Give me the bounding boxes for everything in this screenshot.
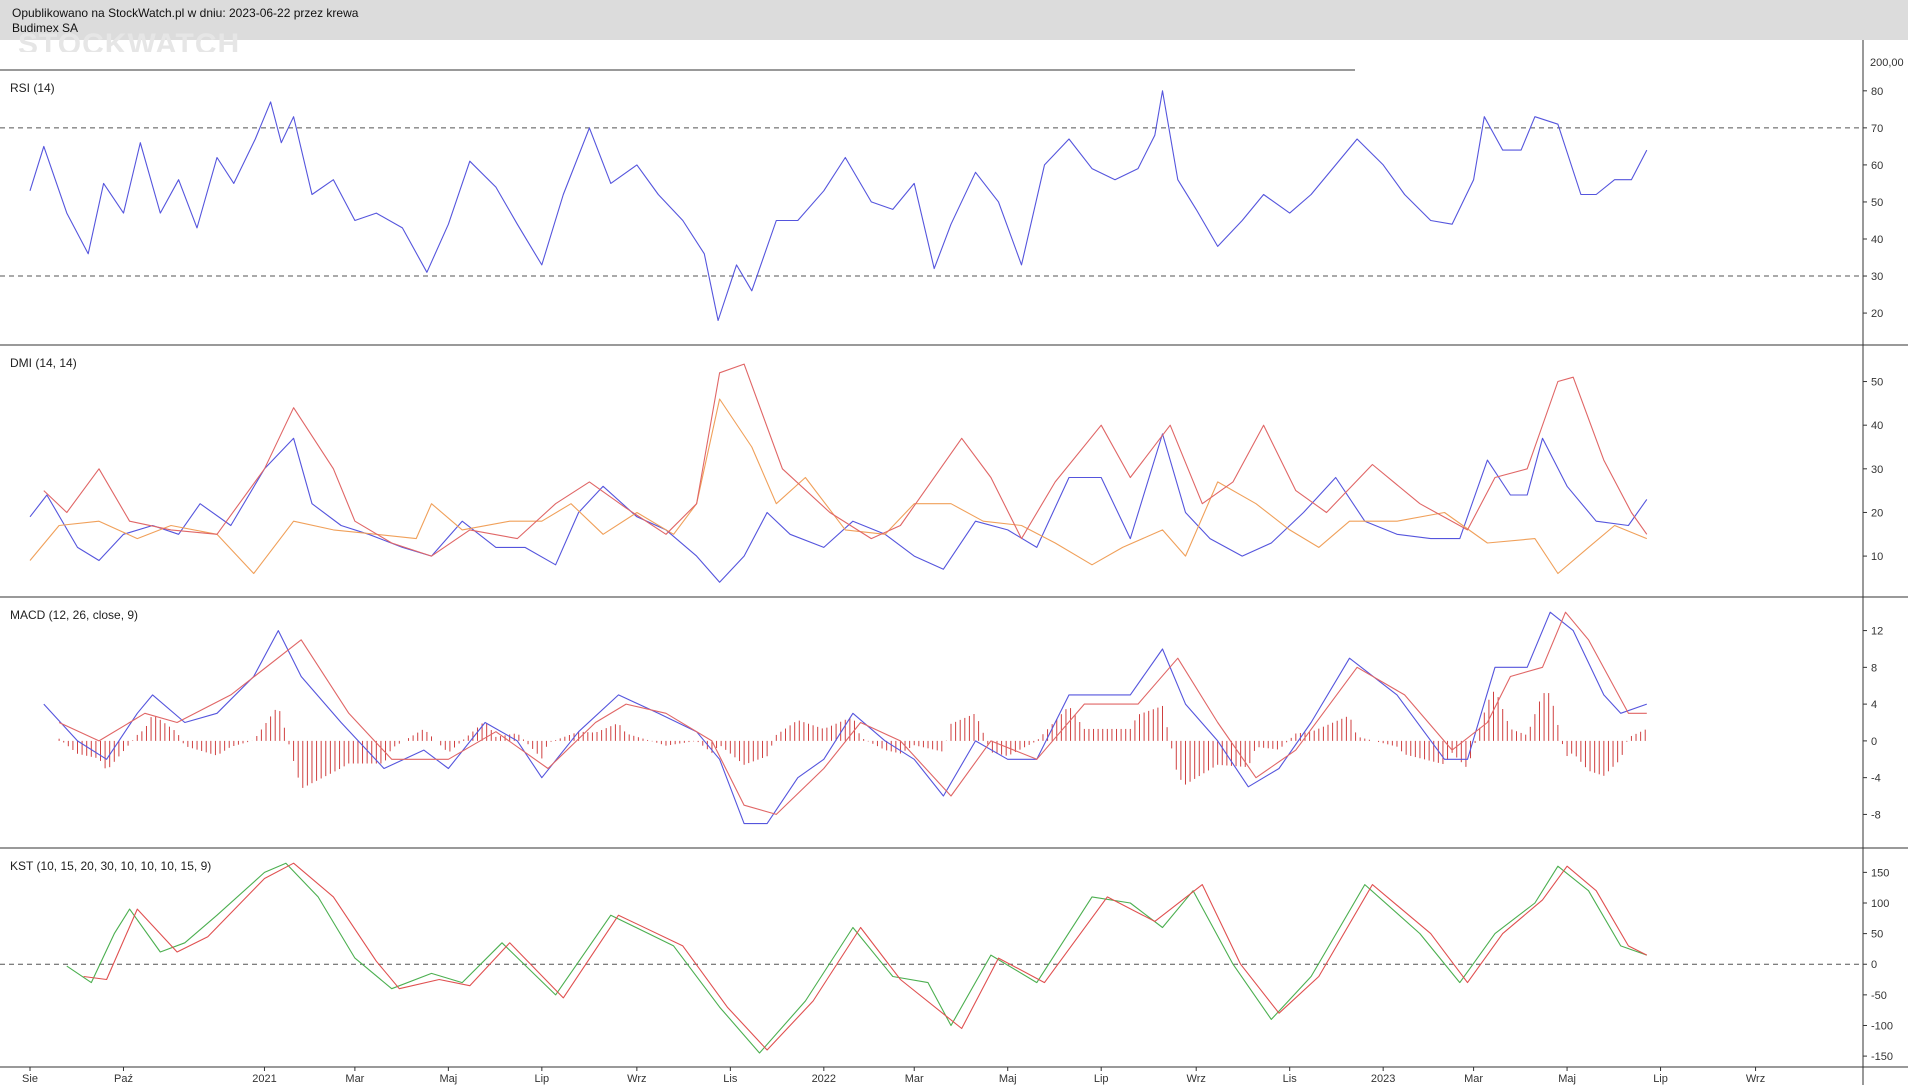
y-tick-label: 40 [1871,420,1883,432]
y-tick-label: 60 [1871,160,1883,172]
series-line-signal [58,611,1647,815]
x-tick-label: 2023 [1371,1073,1395,1085]
indicator-panel-1: RSI (14) 20 30 40 50 60 70 80 [0,70,1908,346]
y-tick-label: -100 [1871,1020,1893,1032]
indicator-panel-3: MACD (12, 26, close, 9) -8 -4 0 4 8 12 [0,597,1908,849]
y-tick-label: 8 [1871,662,1877,674]
y-tick-label: 4 [1871,699,1877,711]
chart-header: STOCKWATCH Opublikowano na StockWatch.pl… [0,0,1908,52]
y-tick-label: 30 [1871,271,1883,283]
stockwatch-logo: STOCKWATCH [18,30,241,52]
y-tick-label: 80 [1871,86,1883,98]
y-tick-label: 50 [1871,929,1883,941]
indicator-panel-4: KST (10, 15, 20, 30, 10, 10, 10, 15, 9) -… [0,848,1908,1068]
x-tick-label: Wrz [1187,1073,1206,1085]
x-tick-label: Paź [114,1073,133,1085]
x-tick-label: Lip [1653,1073,1668,1085]
series-line-kst_signal [83,862,1648,1051]
series-line-dmi_minus [29,398,1648,575]
instrument-name: Budimex SA [12,21,79,35]
x-tick-label: Lis [1283,1073,1298,1085]
y-tick-label: 70 [1871,123,1883,135]
x-tick-label: Lis [723,1073,738,1085]
series-line-rsi [29,90,1648,322]
price-pane-stub: 200,00 [0,40,1904,71]
x-tick-label: Wrz [627,1073,646,1085]
x-tick-label: Sie [22,1073,38,1085]
y-tick-label: 20 [1871,308,1883,320]
y-tick-label: -150 [1871,1051,1893,1063]
y-tick-label: 50 [1871,197,1883,209]
y-tick-label: 10 [1871,551,1883,563]
panel-title: RSI (14) [10,81,55,95]
panel-title: DMI (14, 14) [10,356,77,370]
x-tick-label: Lip [1094,1073,1109,1085]
y-tick-label: -8 [1871,809,1881,821]
y-tick-label: 150 [1871,867,1889,879]
y-tick-label: 12 [1871,626,1883,638]
panel-title: KST (10, 15, 20, 30, 10, 10, 10, 15, 9) [10,859,211,873]
y-tick-label: 50 [1871,377,1883,389]
x-tick-label: Mar [905,1073,924,1085]
y-tick-label: 0 [1871,736,1877,748]
price-axis-label: 200,00 [1870,57,1904,69]
x-tick-label: Mar [1464,1073,1483,1085]
published-line: Opublikowano na StockWatch.pl w dniu: 20… [12,6,359,20]
x-tick-label: Mar [345,1073,364,1085]
x-tick-label: 2021 [252,1073,276,1085]
y-tick-label: 100 [1871,898,1889,910]
x-axis: Sie Paź 2021 Mar Maj Lip Wrz Lis 2022 Mar Maj Lip Wr… [22,1067,1864,1085]
y-tick-label: 30 [1871,464,1883,476]
series-line-adx [43,363,1648,557]
series-line-dmi_plus [29,433,1648,583]
panel-title: MACD (12, 26, close, 9) [10,608,138,622]
series-line-kst [66,862,1647,1054]
indicator-panel-2: DMI (14, 14) 10 20 30 40 50 [0,345,1908,598]
y-tick-label: 20 [1871,507,1883,519]
x-tick-label: Maj [999,1073,1017,1085]
x-tick-label: Maj [1558,1073,1576,1085]
macd-histogram [58,691,1646,788]
y-tick-label: 40 [1871,234,1883,246]
series-line-macd [43,611,1647,825]
x-tick-label: Wrz [1746,1073,1765,1085]
y-tick-label: -4 [1871,773,1881,785]
x-tick-label: Maj [439,1073,457,1085]
x-tick-label: 2022 [812,1073,836,1085]
y-tick-label: 0 [1871,959,1877,971]
y-tick-label: -50 [1871,990,1887,1002]
x-tick-label: Lip [535,1073,550,1085]
